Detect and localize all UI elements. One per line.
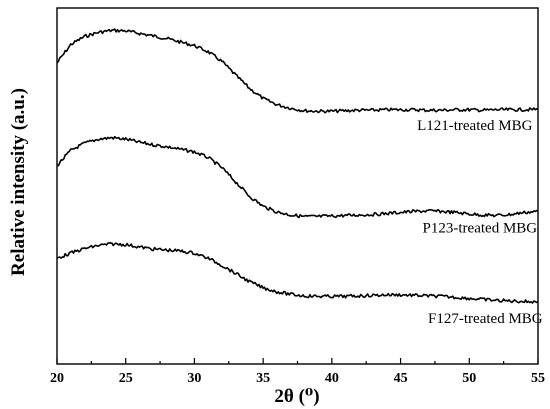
x-tick-label: 40 <box>325 371 339 386</box>
series-label-1: L121-treated MBG <box>417 118 533 134</box>
x-tick-label: 55 <box>531 371 545 386</box>
x-tick-label: 45 <box>394 371 408 386</box>
series-label-2: P123-treated MBG <box>423 220 538 236</box>
x-tick-label: 50 <box>462 371 476 386</box>
y-axis-title: Relative intensity (a.u.) <box>8 88 29 276</box>
x-tick-label: 25 <box>119 371 133 386</box>
series-line-3 <box>56 242 539 304</box>
x-tick-label: 20 <box>50 371 64 386</box>
labels-layer: L121-treated MBG P123-treated MBG F127-tre… <box>417 118 543 327</box>
series-layer <box>56 28 539 304</box>
series-line-2 <box>56 135 539 219</box>
series-label-3: F127-treated MBG <box>428 311 543 327</box>
x-axis-title: 2θ (⁰) <box>274 386 319 407</box>
series-line-1 <box>56 28 539 114</box>
x-tick-label: 30 <box>187 371 201 386</box>
axes-layer: 20 25 30 35 40 45 50 55 <box>50 7 545 386</box>
x-tick-label: 35 <box>256 371 270 386</box>
